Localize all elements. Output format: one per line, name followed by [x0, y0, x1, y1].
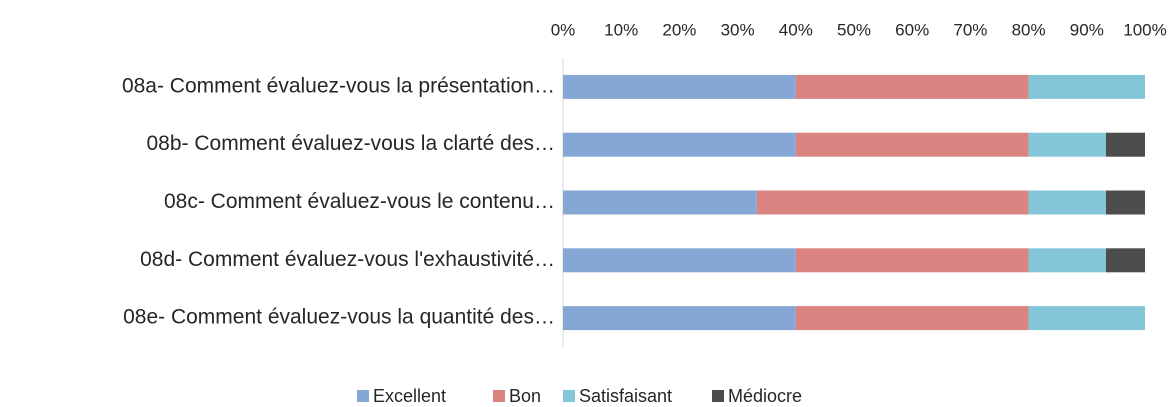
bar-segment: [795, 306, 1029, 331]
bar-segment: [1028, 132, 1107, 157]
x-tick-label: 80%: [1012, 20, 1046, 39]
x-tick-label: 40%: [779, 20, 813, 39]
bar-segment: [563, 190, 757, 215]
category-label: 08a- Comment évaluez-vous la présentatio…: [122, 74, 555, 97]
category-label: 08d- Comment évaluez-vous l'exhaustivité…: [140, 248, 555, 271]
bar-segment: [795, 248, 1029, 273]
x-tick-label: 50%: [837, 20, 871, 39]
legend-label: Médiocre: [728, 386, 802, 406]
bar-segment: [756, 190, 1029, 215]
x-tick-label: 10%: [604, 20, 638, 39]
legend-swatch: [712, 390, 724, 402]
category-label: 08c- Comment évaluez-vous le contenu…: [164, 190, 555, 213]
bar-segment: [795, 74, 1029, 99]
x-tick-label: 90%: [1070, 20, 1104, 39]
bar-segment: [563, 248, 796, 273]
x-tick-label: 30%: [721, 20, 755, 39]
bar-segment: [1028, 190, 1107, 215]
x-tick-label: 100%: [1123, 20, 1166, 39]
bar-segment: [1106, 248, 1145, 273]
bar-segment: [1028, 74, 1145, 99]
bar-segment: [563, 306, 796, 331]
legend-label: Bon: [509, 386, 541, 406]
legend-swatch: [357, 390, 369, 402]
legend-swatch: [493, 390, 505, 402]
bar-segment: [563, 74, 796, 99]
category-label: 08e- Comment évaluez-vous la quantité de…: [123, 306, 555, 329]
category-label: 08b- Comment évaluez-vous la clarté des…: [146, 132, 555, 155]
legend-swatch: [563, 390, 575, 402]
legend-label: Satisfaisant: [579, 386, 672, 406]
x-tick-label: 20%: [662, 20, 696, 39]
bar-segment: [1028, 306, 1145, 331]
bar-segment: [1028, 248, 1107, 273]
bar-segment: [795, 132, 1029, 157]
bar-segment: [563, 132, 796, 157]
x-tick-label: 70%: [953, 20, 987, 39]
bar-segment: [1106, 132, 1145, 157]
x-tick-label: 0%: [551, 20, 576, 39]
x-tick-label: 60%: [895, 20, 929, 39]
bar-segment: [1106, 190, 1145, 215]
legend-label: Excellent: [373, 386, 446, 406]
